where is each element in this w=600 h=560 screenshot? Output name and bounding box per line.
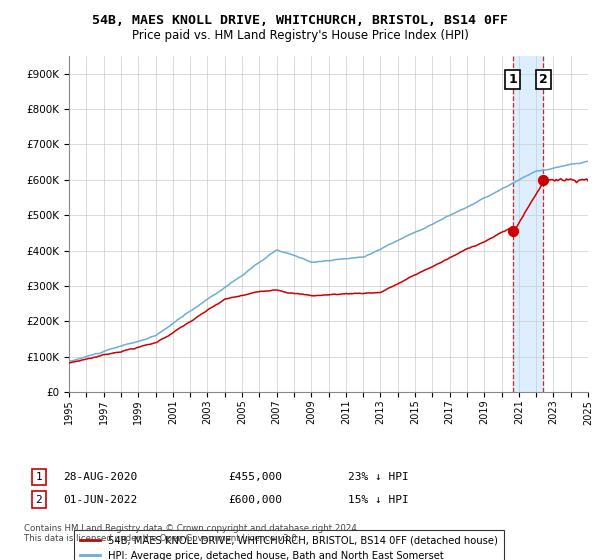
Text: 01-JUN-2022: 01-JUN-2022 (63, 494, 137, 505)
Text: Contains HM Land Registry data © Crown copyright and database right 2024.
This d: Contains HM Land Registry data © Crown c… (24, 524, 359, 543)
Point (539, 175, 548, 184)
Text: 1: 1 (508, 73, 517, 86)
Bar (513, 56, 544, 392)
Text: 23% ↓ HPI: 23% ↓ HPI (348, 472, 409, 482)
Text: £600,000: £600,000 (228, 494, 282, 505)
Legend: 54B, MAES KNOLL DRIVE, WHITCHURCH, BRISTOL, BS14 0FF (detached house), HPI: Aver: 54B, MAES KNOLL DRIVE, WHITCHURCH, BRIST… (74, 530, 504, 560)
Text: 1: 1 (35, 472, 43, 482)
Text: 54B, MAES KNOLL DRIVE, WHITCHURCH, BRISTOL, BS14 0FF: 54B, MAES KNOLL DRIVE, WHITCHURCH, BRIST… (92, 14, 508, 27)
Text: 28-AUG-2020: 28-AUG-2020 (63, 472, 137, 482)
Point (508, 227, 518, 236)
Text: £455,000: £455,000 (228, 472, 282, 482)
Text: Price paid vs. HM Land Registry's House Price Index (HPI): Price paid vs. HM Land Registry's House … (131, 29, 469, 42)
Text: 2: 2 (539, 73, 548, 86)
Text: 15% ↓ HPI: 15% ↓ HPI (348, 494, 409, 505)
Text: 2: 2 (35, 494, 43, 505)
